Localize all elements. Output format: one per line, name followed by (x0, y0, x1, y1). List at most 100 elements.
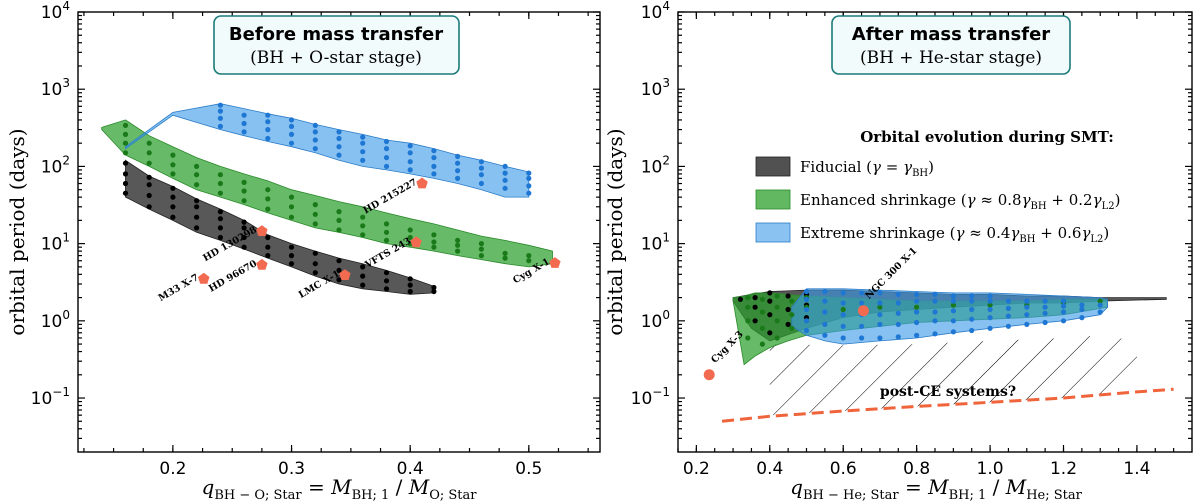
point-enhanced-shrinkage (122, 122, 129, 128)
point-fiducial (336, 277, 342, 283)
point-extreme-shrinkage (950, 298, 957, 304)
y-tick-label: 101 (641, 231, 670, 255)
point-extreme-shrinkage (288, 123, 295, 129)
point-extreme-shrinkage (877, 290, 883, 296)
left-areas (101, 103, 553, 295)
point-enhanced-shrinkage (312, 211, 318, 217)
point-extreme-shrinkage (360, 157, 366, 163)
point-fiducial (383, 286, 390, 292)
x-tick-label: 0.4 (397, 459, 424, 479)
point-extreme-shrinkage (987, 315, 993, 321)
point-enhanced-shrinkage (383, 237, 390, 243)
point-fiducial (785, 321, 791, 327)
point-extreme-shrinkage (312, 137, 318, 143)
point-enhanced-shrinkage (431, 232, 437, 238)
point-extreme-shrinkage (1042, 319, 1048, 326)
right-dots (737, 288, 1103, 347)
point-fiducial (122, 160, 129, 166)
left-x-axis-label: qBH − O; Star = MBH; 1 / MO; Star (202, 475, 478, 503)
point-extreme-shrinkage (288, 140, 295, 146)
right-title: After mass transfer (852, 24, 1051, 45)
point-enhanced-shrinkage (759, 309, 766, 315)
point-fiducial (170, 194, 176, 200)
point-extreme-shrinkage (840, 323, 846, 329)
point-extreme-shrinkage (478, 165, 484, 171)
point-enhanced-shrinkage (241, 198, 247, 204)
point-extreme-shrinkage (803, 296, 810, 302)
point-enhanced-shrinkage (987, 302, 993, 308)
point-fiducial (336, 258, 342, 264)
point-enhanced-shrinkage (840, 306, 846, 313)
point-enhanced-shrinkage (122, 150, 129, 156)
point-extreme-shrinkage (1079, 302, 1085, 308)
x-tick-label: 0.4 (756, 459, 783, 479)
y-tick-label: 100 (41, 308, 70, 332)
point-extreme-shrinkage (502, 177, 508, 183)
point-extreme-shrinkage (877, 335, 883, 341)
point-fiducial (170, 204, 176, 210)
point-fiducial (194, 214, 200, 220)
point-extreme-shrinkage (383, 138, 390, 145)
point-fiducial (288, 261, 295, 267)
marker-cyg-x-3 (703, 369, 715, 381)
point-enhanced-shrinkage (526, 258, 532, 264)
x-tick-label: 0.6 (830, 459, 857, 479)
point-enhanced-shrinkage (914, 304, 920, 310)
point-extreme-shrinkage (265, 127, 271, 133)
point-enhanced-shrinkage (383, 229, 390, 235)
point-fiducial (785, 306, 791, 313)
point-extreme-shrinkage (1005, 305, 1012, 311)
right-title-box: After mass transfer (BH + He-star stage) (831, 15, 1071, 75)
point-enhanced-shrinkage (877, 304, 883, 310)
point-extreme-shrinkage (502, 163, 508, 169)
point-enhanced-shrinkage (241, 179, 247, 185)
point-fiducial (217, 209, 223, 215)
point-extreme-shrinkage (1042, 298, 1048, 304)
point-fiducial (752, 295, 758, 301)
point-extreme-shrinkage (895, 321, 901, 327)
point-fiducial (336, 267, 342, 273)
point-extreme-shrinkage (1060, 318, 1067, 324)
point-fiducial (122, 180, 129, 187)
right-x-axis-label: qBH − He; Star = MBH; 1 / MHe; Star (790, 475, 1083, 503)
point-extreme-shrinkage (877, 300, 883, 306)
point-extreme-shrinkage (803, 288, 810, 295)
point-enhanced-shrinkage (774, 335, 780, 341)
point-fiducial (170, 185, 176, 191)
point-extreme-shrinkage (822, 309, 828, 315)
point-enhanced-shrinkage (360, 223, 366, 229)
legend-swatch-fiducial (755, 156, 791, 177)
point-extreme-shrinkage (526, 190, 532, 196)
point-extreme-shrinkage (914, 291, 920, 297)
right-hatch-region (769, 335, 1137, 416)
point-extreme-shrinkage (822, 288, 828, 295)
point-extreme-shrinkage (407, 159, 413, 165)
point-enhanced-shrinkage (122, 131, 129, 137)
point-fiducial (752, 304, 758, 310)
right-post-ce-line (721, 387, 1174, 423)
point-fiducial (217, 225, 223, 231)
right-y-axis-label: orbital period (days) (603, 128, 627, 335)
left-ticks: 0.2 0.3 0.4 0.5 10−1 100 101 102 103 104 (31, 0, 600, 479)
legend-entry-fiducial: Fiducial (γ = γBH) (800, 158, 934, 179)
point-fiducial (737, 296, 744, 302)
point-fiducial (265, 244, 271, 250)
point-extreme-shrinkage (859, 290, 865, 296)
point-extreme-shrinkage (803, 306, 810, 313)
marker-hd-96670 (256, 258, 268, 270)
y-tick-label: 104 (41, 0, 70, 23)
point-enhanced-shrinkage (502, 250, 508, 256)
point-fiducial (785, 293, 791, 299)
point-enhanced-shrinkage (774, 304, 780, 310)
point-enhanced-shrinkage (950, 302, 957, 308)
y-tick-label: 103 (41, 76, 70, 100)
point-fiducial (767, 330, 773, 336)
point-extreme-shrinkage (803, 318, 810, 324)
point-fiducial (360, 273, 366, 279)
point-extreme-shrinkage (969, 298, 975, 304)
point-extreme-shrinkage (840, 290, 846, 296)
point-fiducial (146, 182, 152, 188)
y-tick-label: 103 (641, 76, 670, 100)
